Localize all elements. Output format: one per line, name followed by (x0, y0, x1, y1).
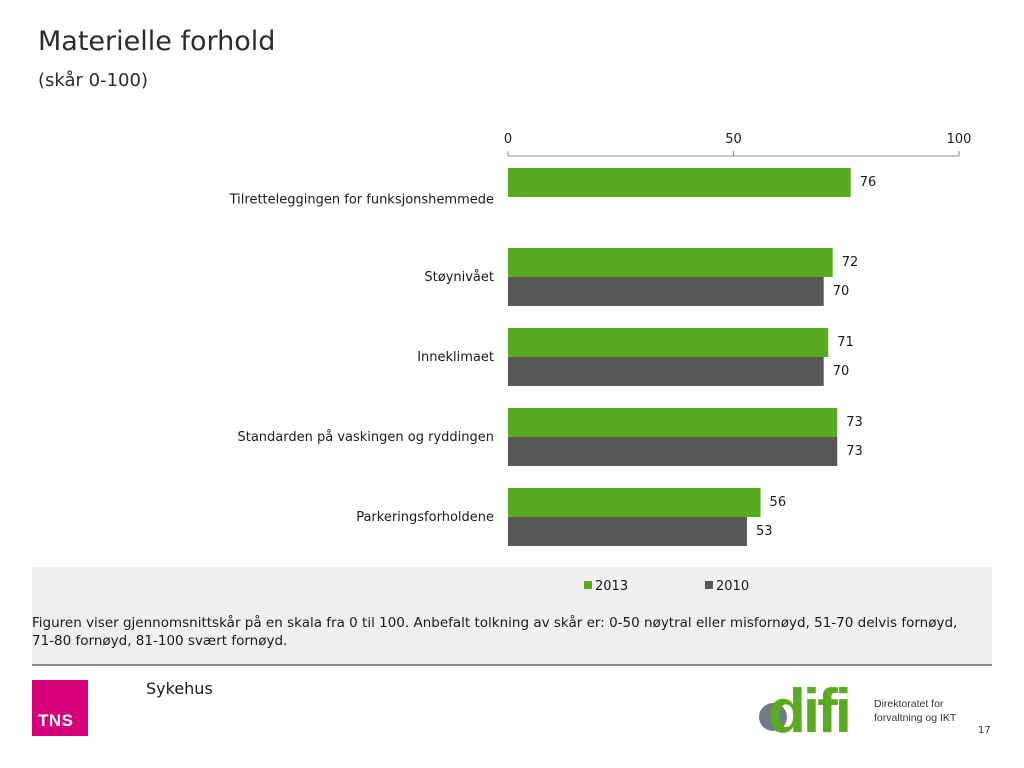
bar-2010 (508, 517, 748, 546)
difi-logo-text: difi (768, 680, 849, 738)
x-tick-label: 0 (504, 132, 512, 147)
data-label-2010: 53 (756, 524, 773, 539)
bar-2010 (508, 357, 824, 386)
data-label-2013: 73 (846, 415, 863, 430)
difi-logo: difi (759, 680, 852, 738)
interpretation-note: Figuren viser gjennomsnittskår på en ska… (32, 615, 958, 649)
data-label-2013: 76 (860, 175, 877, 190)
bar-2010 (508, 437, 838, 466)
note-panel (32, 607, 992, 666)
bar-2013 (508, 488, 761, 517)
page-subtitle: (skår 0-100) (38, 70, 148, 91)
bar-2013 (508, 248, 833, 277)
bar-2013 (508, 328, 829, 357)
data-label-2013: 72 (842, 255, 859, 270)
bar-chart: 0 50 100 Tilretteleggingen for funksjonshem… (229, 132, 972, 546)
tns-logo-text: TNS (38, 711, 74, 730)
legend-swatch-2010 (705, 581, 713, 589)
legend-label-2010: 2010 (716, 579, 750, 594)
legend-item-2010: 2010 (705, 579, 749, 594)
difi-tagline-line1: Direktoratet for (874, 698, 944, 710)
difi-tagline-line2: forvaltning og IKT (874, 712, 957, 724)
tns-logo: TNS (32, 680, 88, 736)
data-label-2010: 73 (846, 444, 863, 459)
page-number: 17 (978, 725, 991, 736)
category-label: Inneklimaet (417, 350, 494, 365)
legend-item-2013: 2013 (584, 579, 628, 594)
data-label-2010: 70 (833, 284, 850, 299)
data-label-2013: 56 (770, 495, 787, 510)
bar-2013 (508, 408, 838, 437)
category-label: Tilretteleggingen for funksjonshemmede (229, 193, 494, 208)
data-label-2010: 70 (833, 364, 850, 379)
category-label: Støynivået (424, 270, 494, 285)
page-title: Materielle forhold (38, 26, 276, 57)
footer-label: Sykehus (146, 679, 213, 698)
category-label: Parkeringsforholdene (356, 510, 494, 525)
bar-2013 (508, 168, 851, 197)
legend-label-2013: 2013 (595, 579, 629, 594)
x-tick-label: 100 (947, 132, 972, 147)
x-tick-label: 50 (725, 132, 742, 147)
legend-swatch-2013 (584, 581, 592, 589)
data-label-2013: 71 (837, 335, 854, 350)
category-label: Standarden på vaskingen og ryddingen (237, 430, 494, 445)
legend: 2013 2010 (32, 567, 992, 607)
bar-2010 (508, 277, 824, 306)
difi-tagline: Direktoratet for forvaltning og IKT (874, 697, 956, 725)
